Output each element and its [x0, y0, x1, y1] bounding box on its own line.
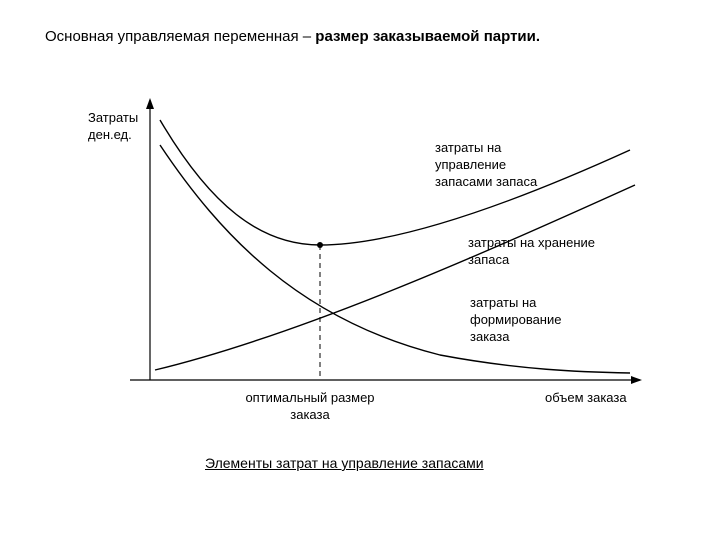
holding-cost-label: затраты на хранение запаса — [468, 235, 595, 269]
page-title: Основная управляемая переменная – размер… — [45, 28, 540, 45]
figure-caption: Элементы затрат на управление запасами — [205, 455, 484, 471]
total-cost-label: затраты на управление запасами запаса — [435, 140, 537, 191]
title-plain: Основная управляемая переменная – — [45, 28, 315, 45]
ordering-cost-label: затраты на формирование заказа — [470, 295, 561, 346]
title-bold: размер заказываемой партии. — [315, 28, 540, 45]
chart-area: Затраты ден.ед. затраты на управление за… — [100, 90, 650, 410]
y-axis-label: Затраты ден.ед. — [88, 110, 138, 144]
x-axis-label: объем заказа — [545, 390, 627, 407]
optimal-size-label: оптимальный размер заказа — [230, 390, 390, 424]
